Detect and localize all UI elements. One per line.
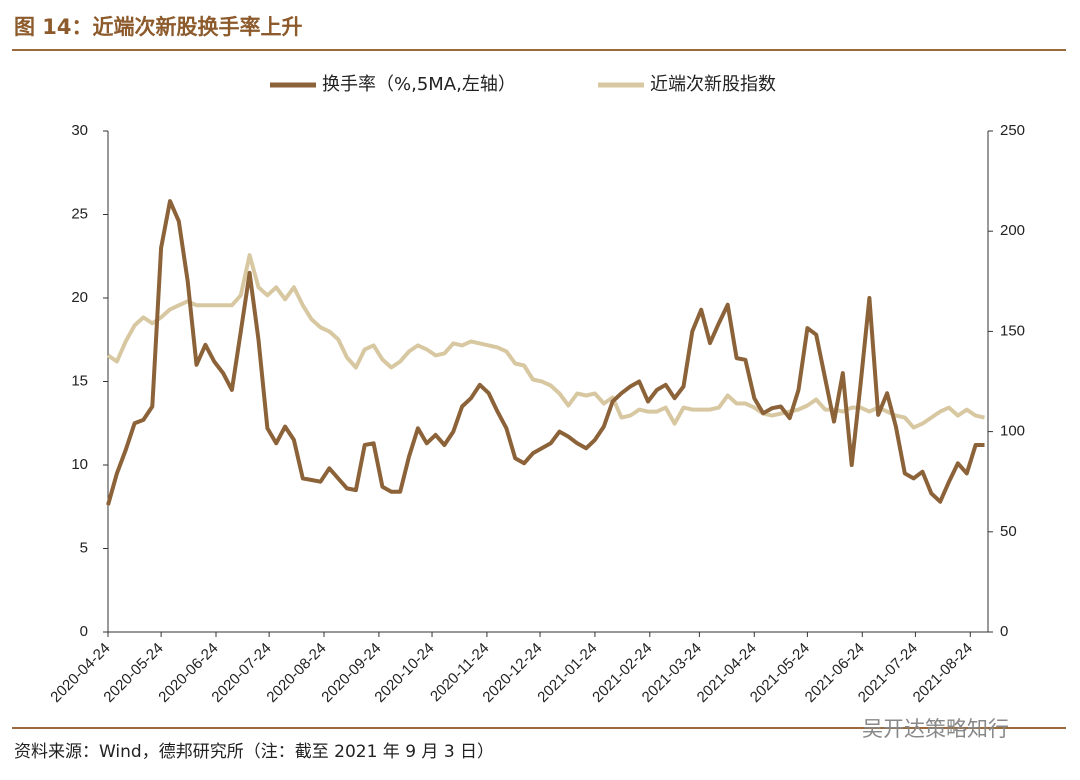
y-tick-label: 10 [71, 456, 88, 473]
y-tick-label: 20 [71, 289, 88, 306]
y-tick-label: 25 [71, 205, 88, 222]
chart-title: 图 14：近端次新股换手率上升 [14, 15, 303, 39]
y2-tick-label: 200 [1000, 222, 1025, 239]
y-tick-label: 15 [71, 372, 88, 389]
y2-tick-label: 250 [1000, 122, 1025, 139]
source-note: 资料来源：Wind，德邦研究所（注：截至 2021 年 9 月 3 日） [14, 742, 494, 762]
y2-tick-label: 150 [1000, 322, 1025, 339]
y-tick-label: 0 [80, 623, 88, 640]
y2-tick-label: 100 [1000, 423, 1025, 440]
series-line [106, 199, 985, 506]
y-tick-label: 30 [71, 122, 88, 139]
legend-label: 换手率（%,5MA,左轴） [322, 74, 516, 95]
series-line [106, 253, 985, 430]
legend-label: 近端次新股指数 [650, 74, 776, 95]
watermark: 吴开达策略知行 [862, 717, 1009, 741]
y-tick-label: 5 [80, 539, 88, 556]
y2-tick-label: 50 [1000, 523, 1017, 540]
y2-tick-label: 0 [1000, 623, 1008, 640]
x-tick-label: 2021-08-24 [910, 640, 976, 706]
